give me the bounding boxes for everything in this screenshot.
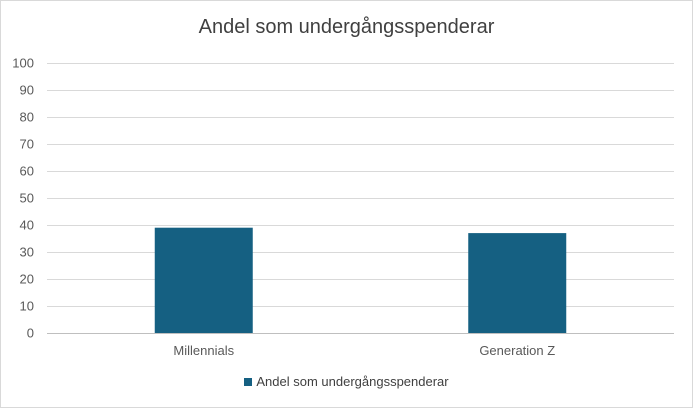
y-tick-label: 60 <box>20 164 34 179</box>
y-tick-label: 70 <box>20 137 34 152</box>
y-tick-label: 100 <box>12 56 34 71</box>
bar-generation-z <box>468 233 567 333</box>
chart-title: Andel som undergångsspenderar <box>198 16 495 38</box>
bar-millennials <box>154 227 253 333</box>
y-tick-label: 90 <box>20 83 34 98</box>
legend-label: Andel som undergångsspenderar <box>256 374 449 389</box>
y-tick-label: 20 <box>20 272 34 287</box>
y-tick-label: 30 <box>20 245 34 260</box>
y-tick-label: 50 <box>20 191 34 206</box>
y-tick-label: 0 <box>27 326 34 341</box>
bars <box>154 227 567 333</box>
x-axis-tick-labels: Millennials Generation Z <box>173 343 555 358</box>
legend: Andel som undergångsspenderar <box>0 374 693 389</box>
y-axis-tick-labels: 0 10 20 30 40 50 60 70 80 90 100 <box>12 56 34 341</box>
y-tick-label: 10 <box>20 299 34 314</box>
y-tick-label: 80 <box>20 110 34 125</box>
x-tick-label: Millennials <box>173 343 234 358</box>
x-tick-label: Generation Z <box>479 343 555 358</box>
gridlines <box>47 63 674 334</box>
y-tick-label: 40 <box>20 218 34 233</box>
legend-swatch <box>244 378 253 386</box>
